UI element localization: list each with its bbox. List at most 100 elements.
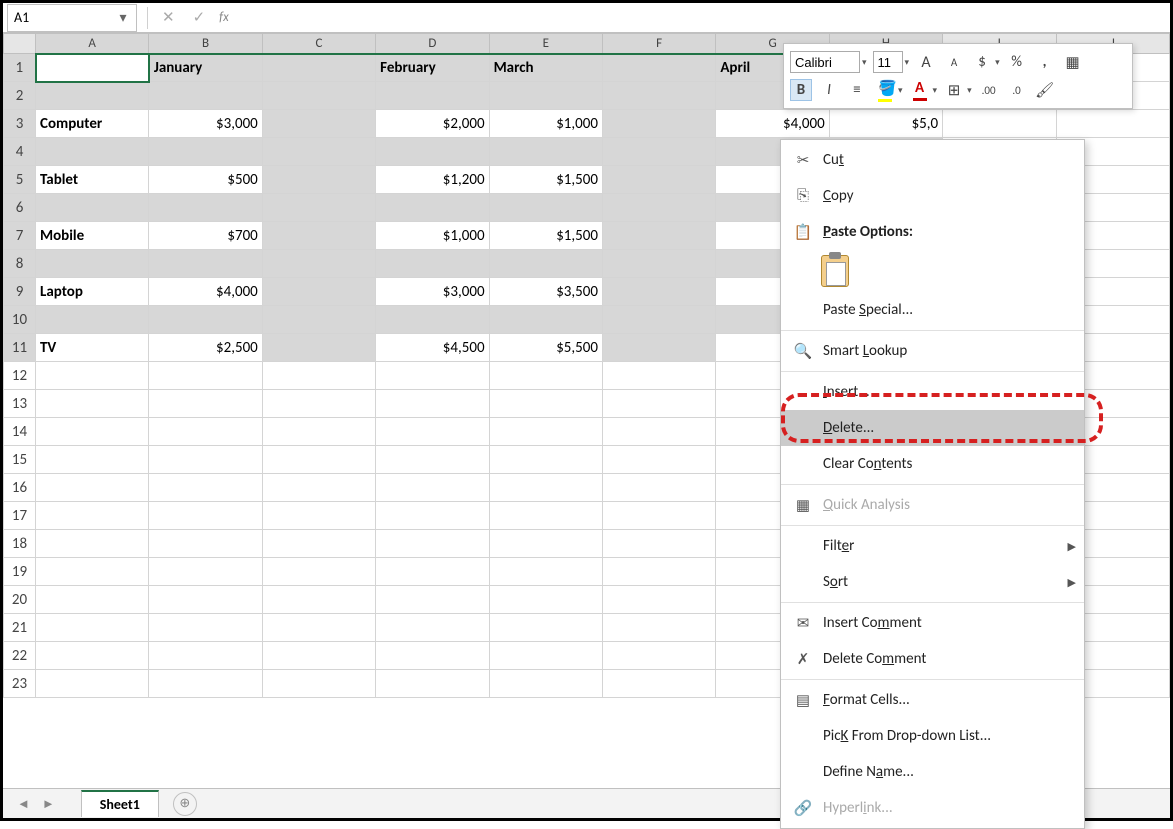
cell-B11[interactable]: $2,500	[149, 334, 262, 362]
cell-F16[interactable]	[602, 474, 715, 502]
cell-D17[interactable]	[376, 502, 489, 530]
cell-A10[interactable]	[36, 306, 149, 334]
cell-A6[interactable]	[36, 194, 149, 222]
cell-A11[interactable]: TV	[36, 334, 149, 362]
cell-D15[interactable]	[376, 446, 489, 474]
cell-C5[interactable]	[262, 166, 375, 194]
cell-E10[interactable]	[489, 306, 602, 334]
cell-C19[interactable]	[262, 558, 375, 586]
cell-D2[interactable]	[376, 82, 489, 110]
cell-D22[interactable]	[376, 642, 489, 670]
increase-decimal-icon[interactable]: .00	[978, 79, 1000, 101]
row-header-23[interactable]: 23	[4, 670, 36, 698]
cell-B17[interactable]	[149, 502, 262, 530]
cell-C23[interactable]	[262, 670, 375, 698]
cell-B14[interactable]	[149, 418, 262, 446]
row-header-18[interactable]: 18	[4, 530, 36, 558]
cell-I3[interactable]	[943, 110, 1056, 138]
cell-A8[interactable]	[36, 250, 149, 278]
comma-format-icon[interactable]: ,	[1034, 51, 1056, 73]
format-painter-icon[interactable]: 🖌	[1034, 79, 1056, 101]
cell-B5[interactable]: $500	[149, 166, 262, 194]
cell-B21[interactable]	[149, 614, 262, 642]
cell-F5[interactable]	[602, 166, 715, 194]
row-header-3[interactable]: 3	[4, 110, 36, 138]
row-header-22[interactable]: 22	[4, 642, 36, 670]
cell-D5[interactable]: $1,200	[376, 166, 489, 194]
column-header-D[interactable]: D	[376, 34, 489, 54]
menu-item-pick-from-drop-down-list[interactable]: PicK From Drop-down List...	[781, 718, 1084, 754]
cell-E3[interactable]: $1,000	[489, 110, 602, 138]
row-header-1[interactable]: 1	[4, 54, 36, 82]
cell-C15[interactable]	[262, 446, 375, 474]
cell-C2[interactable]	[262, 82, 375, 110]
cell-A23[interactable]	[36, 670, 149, 698]
menu-item-delete[interactable]: Delete...	[781, 410, 1084, 446]
row-header-6[interactable]: 6	[4, 194, 36, 222]
row-header-15[interactable]: 15	[4, 446, 36, 474]
cell-E20[interactable]	[489, 586, 602, 614]
cell-C13[interactable]	[262, 390, 375, 418]
cell-A1[interactable]	[36, 54, 149, 82]
cell-D18[interactable]	[376, 530, 489, 558]
name-box-dropdown-icon[interactable]: ▾	[116, 9, 130, 26]
menu-item-paste-special[interactable]: Paste Special...	[781, 292, 1084, 328]
cell-F1[interactable]	[602, 54, 715, 82]
cell-E11[interactable]: $5,500	[489, 334, 602, 362]
align-icon[interactable]: ≡	[846, 79, 868, 101]
cell-D10[interactable]	[376, 306, 489, 334]
cell-E22[interactable]	[489, 642, 602, 670]
cell-A14[interactable]	[36, 418, 149, 446]
cell-A20[interactable]	[36, 586, 149, 614]
cell-B15[interactable]	[149, 446, 262, 474]
fx-icon[interactable]: fx	[213, 10, 235, 25]
select-all-corner[interactable]	[4, 34, 36, 54]
cell-A9[interactable]: Laptop	[36, 278, 149, 306]
cell-E23[interactable]	[489, 670, 602, 698]
cell-A2[interactable]	[36, 82, 149, 110]
cell-D3[interactable]: $2,000	[376, 110, 489, 138]
cell-F8[interactable]	[602, 250, 715, 278]
menu-item-delete-comment[interactable]: ✗Delete Comment	[781, 641, 1084, 677]
cell-F18[interactable]	[602, 530, 715, 558]
cell-C16[interactable]	[262, 474, 375, 502]
cell-E18[interactable]	[489, 530, 602, 558]
menu-item-define-name[interactable]: Define Name...	[781, 754, 1084, 790]
cell-D23[interactable]	[376, 670, 489, 698]
cancel-icon[interactable]: ✕	[162, 8, 175, 27]
accounting-format-icon[interactable]: $	[971, 51, 993, 73]
cell-E17[interactable]	[489, 502, 602, 530]
increase-font-icon[interactable]: A	[915, 51, 937, 73]
cell-A15[interactable]	[36, 446, 149, 474]
cell-C6[interactable]	[262, 194, 375, 222]
row-header-2[interactable]: 2	[4, 82, 36, 110]
cell-E13[interactable]	[489, 390, 602, 418]
cell-D21[interactable]	[376, 614, 489, 642]
cell-B10[interactable]	[149, 306, 262, 334]
menu-item-format-cells[interactable]: ▤Format Cells...	[781, 682, 1084, 718]
cell-C14[interactable]	[262, 418, 375, 446]
cell-B23[interactable]	[149, 670, 262, 698]
cell-A13[interactable]	[36, 390, 149, 418]
cell-B8[interactable]	[149, 250, 262, 278]
cell-E7[interactable]: $1,500	[489, 222, 602, 250]
name-box[interactable]: A1 ▾	[7, 4, 137, 32]
cell-F23[interactable]	[602, 670, 715, 698]
cell-B1[interactable]: January	[149, 54, 262, 82]
column-header-C[interactable]: C	[262, 34, 375, 54]
row-header-9[interactable]: 9	[4, 278, 36, 306]
cell-A7[interactable]: Mobile	[36, 222, 149, 250]
cell-E15[interactable]	[489, 446, 602, 474]
menu-item-insert[interactable]: Insert...	[781, 374, 1084, 410]
add-sheet-button[interactable]: ⊕	[173, 792, 197, 816]
cell-E1[interactable]: March	[489, 54, 602, 82]
cell-F10[interactable]	[602, 306, 715, 334]
cell-D16[interactable]	[376, 474, 489, 502]
column-header-B[interactable]: B	[149, 34, 262, 54]
cell-A18[interactable]	[36, 530, 149, 558]
row-header-13[interactable]: 13	[4, 390, 36, 418]
row-header-17[interactable]: 17	[4, 502, 36, 530]
cell-B16[interactable]	[149, 474, 262, 502]
cell-C12[interactable]	[262, 362, 375, 390]
cell-E5[interactable]: $1,500	[489, 166, 602, 194]
